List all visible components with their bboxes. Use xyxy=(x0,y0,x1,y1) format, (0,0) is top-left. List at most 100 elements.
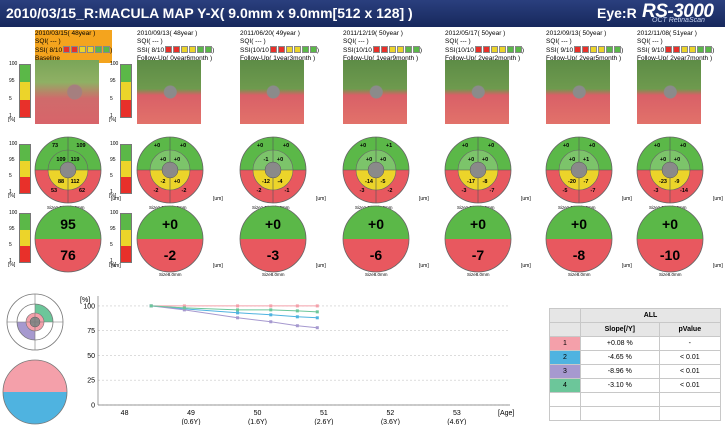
large-size-caption: Size8.0mm xyxy=(568,272,591,277)
sector-value: -5 xyxy=(563,188,568,194)
scale-tick: 95 xyxy=(9,78,15,85)
chart-series xyxy=(149,304,319,330)
table-row-empty xyxy=(549,406,722,421)
sector-value: -1 xyxy=(264,157,269,163)
scale-segment xyxy=(121,245,131,262)
ring-unit: [um] xyxy=(316,196,326,202)
scale-unit: [%] xyxy=(8,262,16,268)
exam-followup: Follow-Up( 2year5month ) xyxy=(546,55,622,62)
sector-value: +0 xyxy=(654,143,660,149)
scale-tick: 95 xyxy=(110,78,116,85)
sector-value: -4 xyxy=(278,179,284,185)
ring-center xyxy=(570,161,588,179)
x-tick-label: 49 xyxy=(187,410,195,417)
lower-half xyxy=(240,239,306,272)
scale-unit: [%] xyxy=(8,193,16,199)
ring-center xyxy=(469,161,487,179)
ssi-square xyxy=(63,46,71,53)
sector-value: -7 xyxy=(591,188,596,194)
series-point-2 xyxy=(295,315,299,319)
half-outline xyxy=(444,205,512,273)
ssi-square xyxy=(285,46,293,53)
ssi-square xyxy=(490,46,498,53)
ssi-square xyxy=(614,46,622,53)
exam-info-3: 2011/06/20( 49year ) SQI( --- ) SSI(10/10)… xyxy=(240,30,319,63)
table-cell-empty xyxy=(549,406,581,421)
exam-info-1: 2010/03/15( 48year ) SQI( --- ) SSI( 8/10)… xyxy=(35,30,113,63)
scale-tick: 100 xyxy=(9,210,18,216)
table-cell-empty xyxy=(658,392,722,407)
sector-value: +0 xyxy=(468,157,474,163)
series-line-4 xyxy=(151,305,318,313)
upper-half xyxy=(35,206,101,239)
upper-value: +0 xyxy=(368,216,384,232)
upper-value: +0 xyxy=(265,216,281,232)
large-unit: [um] xyxy=(213,263,223,269)
scale-segment xyxy=(20,245,30,262)
exam-ssi-label: SSI( 8/10 xyxy=(35,47,63,54)
sector-value: -20 xyxy=(568,179,576,185)
ssi-square xyxy=(181,46,189,53)
scale-tick: 1 xyxy=(110,189,113,195)
large-unit: [um] xyxy=(419,263,429,269)
sector-value: 53 xyxy=(51,188,57,194)
x-tick-label: 53 xyxy=(453,410,461,417)
scale-tick: 5 xyxy=(110,173,113,179)
ssi-square xyxy=(380,46,388,53)
sector-legend-diagram xyxy=(2,293,68,425)
exam-date-age: 2010/03/15( 48year ) xyxy=(35,30,96,37)
sector-value: -2 xyxy=(388,188,393,194)
table-cell-index: 4 xyxy=(549,378,581,393)
y-tick-label: 25 xyxy=(87,378,95,385)
series-point-2 xyxy=(236,311,240,315)
large-size-caption: Size8.0mm xyxy=(659,272,682,277)
scale-tick: 5 xyxy=(9,173,12,179)
sector-value: +0 xyxy=(366,157,372,163)
sector-ring-legend xyxy=(6,293,64,351)
exam-ssi-close: ) xyxy=(712,47,715,54)
ssi-square xyxy=(301,46,309,53)
scale-segment xyxy=(20,82,30,100)
large-unit: [um] xyxy=(713,263,723,269)
scale-bar-fundus-base xyxy=(19,64,31,118)
sector-value: -9 xyxy=(675,179,680,185)
sector-value: 112 xyxy=(71,179,80,185)
table-col-pvalue: pValue xyxy=(658,322,722,337)
exam-ssi: SSI(10/10) xyxy=(445,46,524,55)
ssi-square xyxy=(87,46,95,53)
exam-sqi: SQI( --- ) xyxy=(445,38,471,45)
table-cell-slope: -4.65 % xyxy=(580,350,660,365)
upper-value: 95 xyxy=(60,216,76,232)
sector-value: 109 xyxy=(56,157,65,163)
ssi-square xyxy=(372,46,380,53)
scale-unit: [%] xyxy=(109,262,117,268)
ssi-square xyxy=(598,46,606,53)
sector-value: +1 xyxy=(583,157,589,163)
upper-value: +0 xyxy=(571,216,587,232)
chart-axes: 100 75 50 25 0 [%] [Age] 48 49 (0.6Y) 50 (1.6Y) 51 (2… xyxy=(80,296,514,425)
ssi-square xyxy=(412,46,420,53)
scale-segment xyxy=(121,99,131,117)
scale-tick: 5 xyxy=(110,95,113,102)
exam-sqi: SQI( --- ) xyxy=(343,38,369,45)
ssi-square xyxy=(71,46,79,53)
ssi-square xyxy=(681,46,689,53)
total-half-chart-4: +0 -6 xyxy=(342,205,410,273)
scale-tick: 5 xyxy=(9,95,12,102)
table-cell-empty xyxy=(580,406,660,421)
table-cell-empty xyxy=(580,392,660,407)
table-col-slope: Slope[/Y] xyxy=(580,322,660,337)
lower-value: -6 xyxy=(370,247,383,263)
table-cell-slope: -3.10 % xyxy=(580,378,660,393)
sector-ring-chart-3: +0 +0 -1 +0 -12 -4 -2 -1 xyxy=(239,136,307,204)
sector-value: 119 xyxy=(71,157,80,163)
device-logo-sub: OCT RetinaScan xyxy=(652,17,705,24)
table-row-empty xyxy=(549,392,722,407)
sector-value: -3 xyxy=(462,188,467,194)
sector-value: -2 xyxy=(257,188,262,194)
sector-value: 62 xyxy=(79,188,85,194)
sector-value: +0 xyxy=(674,157,680,163)
ring-center xyxy=(264,161,282,179)
exam-ssi-close: ) xyxy=(521,47,525,54)
scale-segment xyxy=(121,65,131,83)
